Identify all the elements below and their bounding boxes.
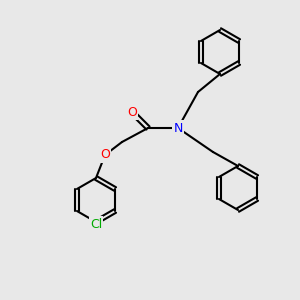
- Text: Cl: Cl: [90, 218, 102, 230]
- Text: O: O: [127, 106, 137, 118]
- Text: O: O: [100, 148, 110, 161]
- Text: N: N: [173, 122, 183, 134]
